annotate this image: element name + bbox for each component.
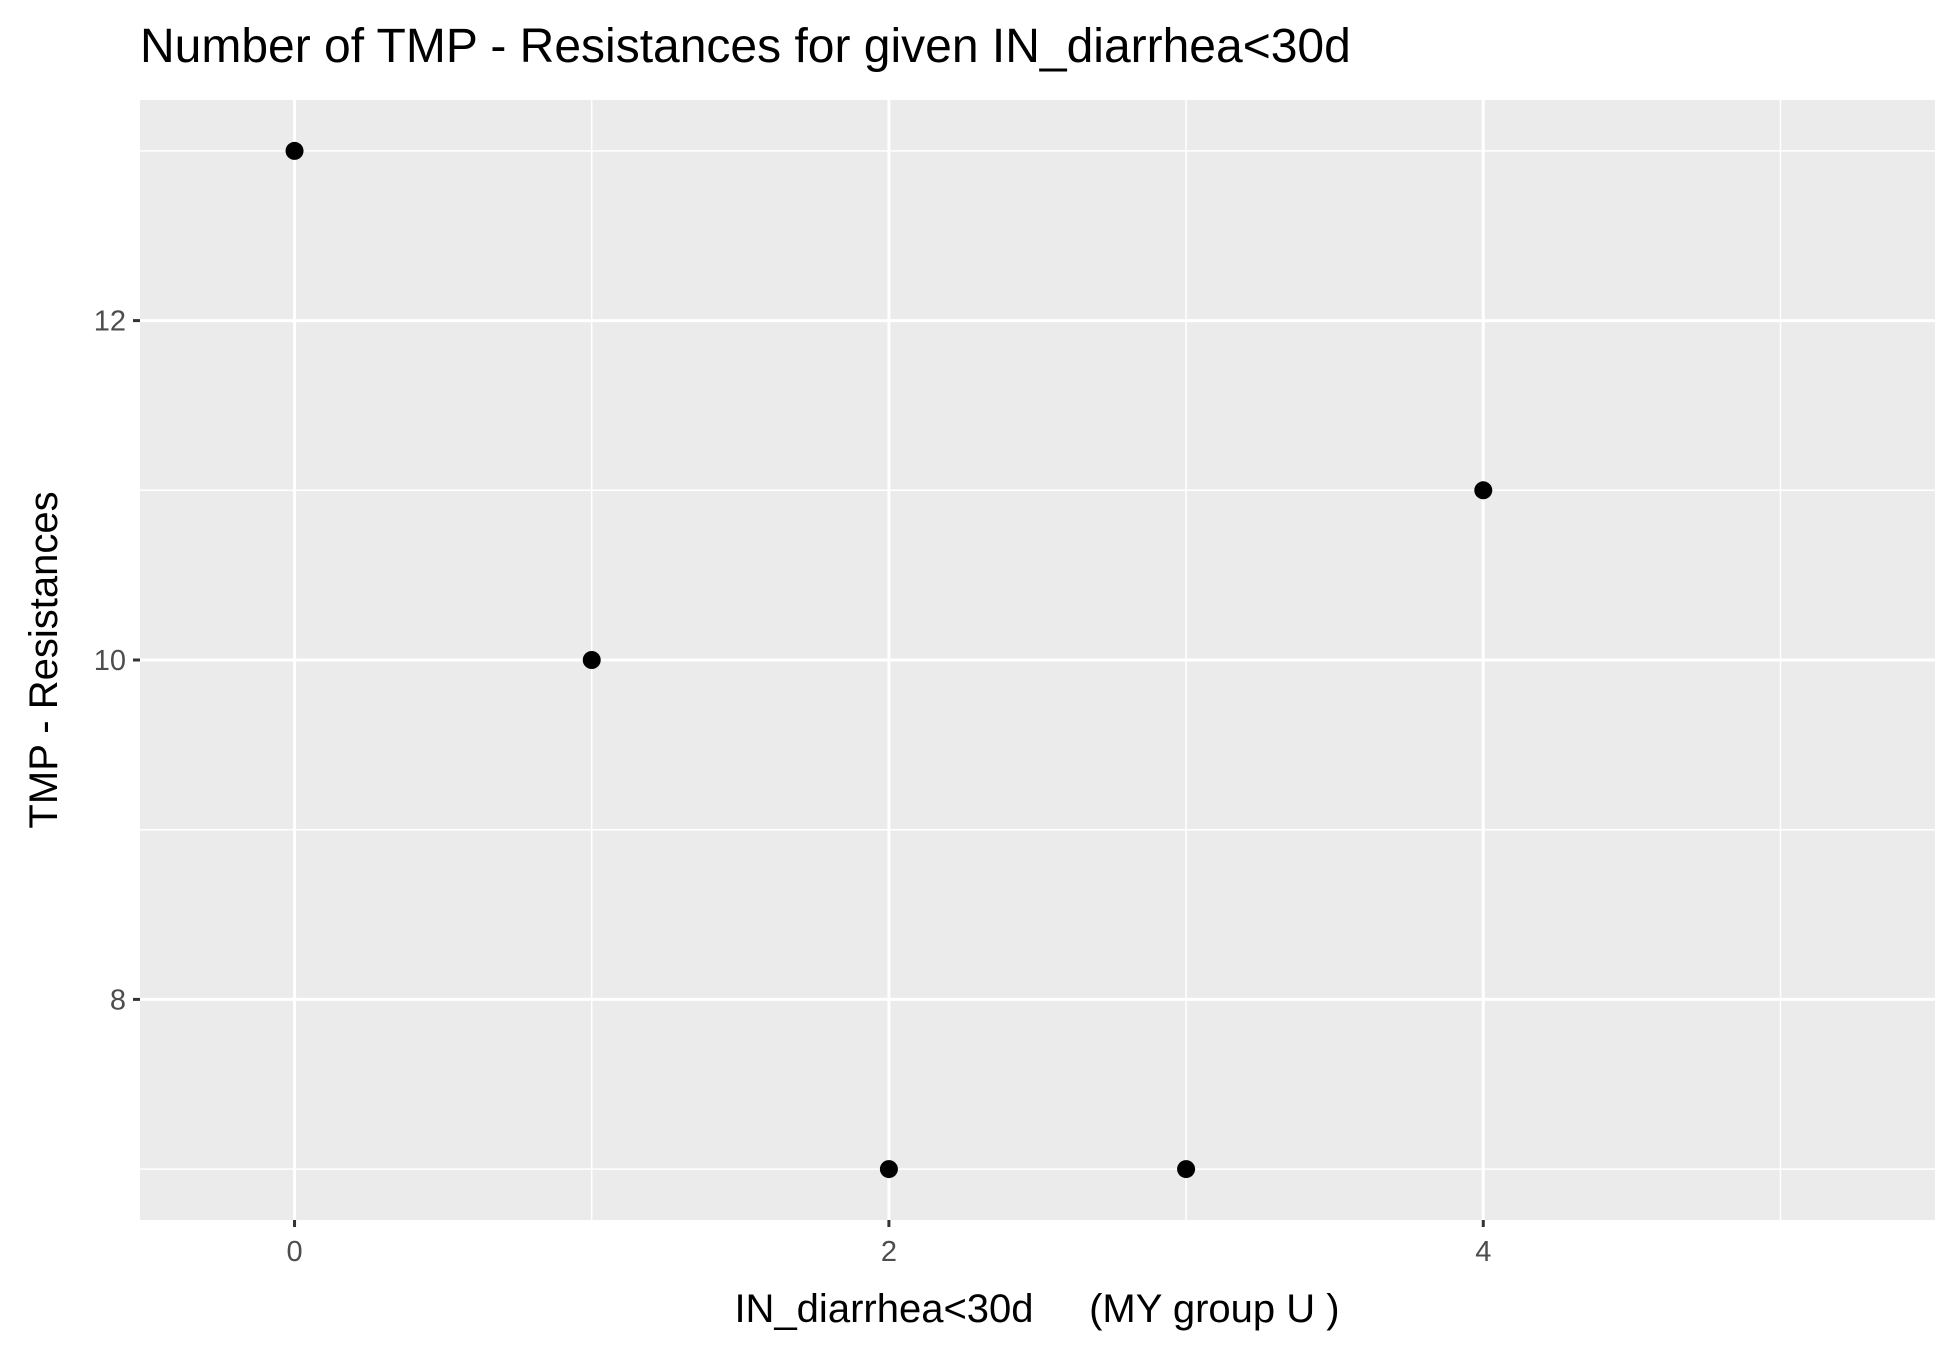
x-tick-label: 0: [286, 1236, 302, 1268]
chart-title: Number of TMP - Resistances for given IN…: [140, 20, 1351, 73]
data-point: [879, 1160, 898, 1179]
y-axis-title: TMP - Resistances: [22, 491, 66, 828]
y-tick-label: 8: [110, 984, 126, 1016]
data-point: [285, 141, 304, 160]
data-point: [582, 651, 601, 669]
data-points: [285, 141, 1493, 1179]
x-tick-label: 4: [1475, 1236, 1491, 1268]
x-axis: 0 2 4: [286, 1220, 1491, 1268]
data-point: [1474, 481, 1493, 500]
x-tick-label: 2: [881, 1236, 897, 1268]
x-axis-title: IN_diarrhea<30d (MY group U ): [734, 1287, 1339, 1331]
major-gridlines: [140, 100, 1935, 1220]
y-axis: 8 10 12: [94, 306, 140, 1016]
y-tick-label: 10: [94, 645, 126, 677]
y-tick-label: 12: [94, 306, 126, 338]
data-point: [1177, 1160, 1196, 1179]
